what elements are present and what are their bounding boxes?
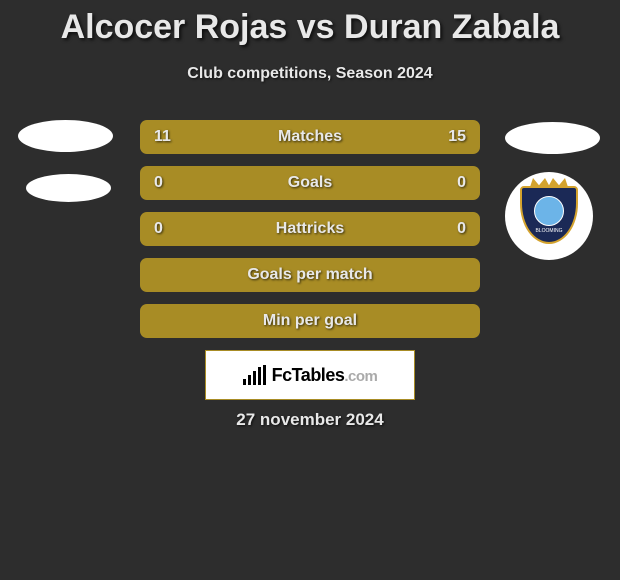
table-row: Goals per match [140, 258, 480, 292]
club-icon-placeholder [26, 174, 111, 202]
table-row: 11 Matches 15 [140, 120, 480, 154]
date-label: 27 november 2024 [236, 410, 383, 430]
table-row: 0 Hattricks 0 [140, 212, 480, 246]
stat-left-value: 0 [154, 174, 163, 192]
subtitle: Club competitions, Season 2024 [0, 65, 620, 83]
stat-label: Goals per match [247, 266, 372, 284]
stat-label: Matches [278, 128, 342, 146]
stat-right-value: 0 [457, 220, 466, 238]
left-player-icons [18, 120, 113, 202]
fctables-logo-box: FcTables.com [205, 350, 415, 400]
bars-icon [243, 365, 266, 385]
stat-left-value: 11 [154, 128, 171, 146]
stat-label: Goals [288, 174, 332, 192]
club-badge-container: BLOOMING [505, 172, 593, 260]
table-row: 0 Goals 0 [140, 166, 480, 200]
stats-table: 11 Matches 15 0 Goals 0 0 Hattricks 0 Go… [140, 120, 480, 350]
logo-text: FcTables.com [272, 365, 378, 386]
page-title: Alcocer Rojas vs Duran Zabala [0, 0, 620, 47]
club-badge-icon: BLOOMING [520, 186, 578, 246]
player-icon-placeholder [18, 120, 113, 152]
stat-right-value: 15 [448, 128, 466, 146]
right-player-icons: BLOOMING [505, 122, 600, 260]
stat-label: Hattricks [276, 220, 344, 238]
table-row: Min per goal [140, 304, 480, 338]
stat-right-value: 0 [457, 174, 466, 192]
shield-icon: BLOOMING [520, 186, 578, 244]
stat-left-value: 0 [154, 220, 163, 238]
stat-label: Min per goal [263, 312, 357, 330]
player-icon-placeholder [505, 122, 600, 154]
